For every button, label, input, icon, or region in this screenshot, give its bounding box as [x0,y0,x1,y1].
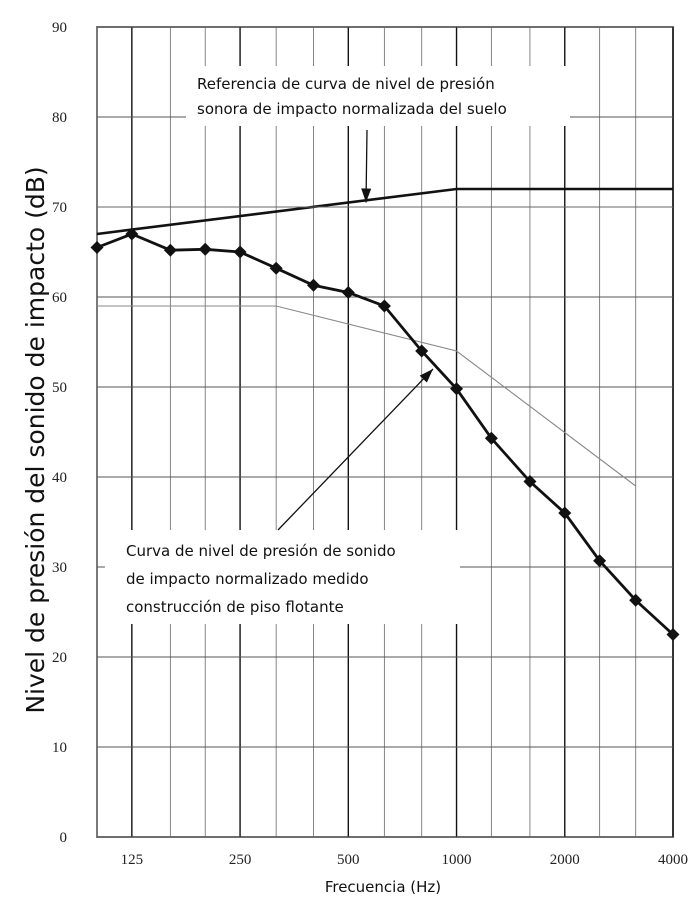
annotation-box [186,66,570,126]
y-tick-label: 40 [52,470,67,486]
x-axis-label: Frecuencia (Hz) [325,878,441,896]
grid [96,26,674,838]
thin-curve-2 [97,305,637,487]
arrow-head [419,369,433,383]
data-point [233,245,247,259]
data-point [593,554,607,568]
y-tick-label: 60 [52,290,67,306]
y-tick-label: 50 [52,380,67,396]
y-tick-label: 20 [52,650,67,666]
data-point [306,278,320,292]
data-point [198,242,212,256]
y-axis-label: Nivel de presión del sonido de impacto (… [21,166,50,713]
data-point [163,243,177,257]
data-point [629,593,643,607]
x-tick-label: 250 [229,852,252,868]
data-point [269,261,283,275]
annotations: Referencia de curva de nivel de presión s… [105,66,570,624]
x-tick-label: 125 [121,852,144,868]
data-point [377,299,391,313]
annotation-text: sonora de impacto normalizada del suelo [197,100,507,118]
y-tick-label: 70 [52,200,67,216]
annotation-text: de impacto normalizado medido [126,570,369,588]
reference-curve [96,187,673,236]
data-point [523,475,537,488]
data-point [341,286,355,299]
data-point [125,227,139,241]
x-tick-label: 2000 [550,852,580,868]
data-point [484,431,498,445]
x-tick-label: 1000 [442,852,472,868]
data-point [90,241,104,254]
x-tick-label: 500 [337,852,360,868]
arrow-head [361,188,372,203]
annotation-text: Curva de nivel de presión de sonido [126,542,396,560]
data-point [450,382,464,396]
data-point [666,628,680,641]
y-tick-label: 80 [52,110,67,126]
y-tick-label: 30 [52,560,67,576]
annotation-box [105,530,460,624]
y-tick-label: 10 [52,740,67,756]
annotation-text: Referencia de curva de nivel de presión [197,75,495,93]
plot-frame [96,26,674,838]
annotation-text: construcción de piso flotante [126,598,344,616]
series-layer [90,187,680,641]
ticks: 0 10 20 30 40 50 60 70 80 90 125 250 500 1000 2000 4000 [52,20,688,868]
annotation-arrow [277,368,434,531]
y-tick-label: 0 [60,830,68,846]
x-tick-label: 4000 [658,852,688,868]
data-point [415,344,429,358]
y-tick-label: 90 [52,20,67,36]
data-point [558,506,572,520]
